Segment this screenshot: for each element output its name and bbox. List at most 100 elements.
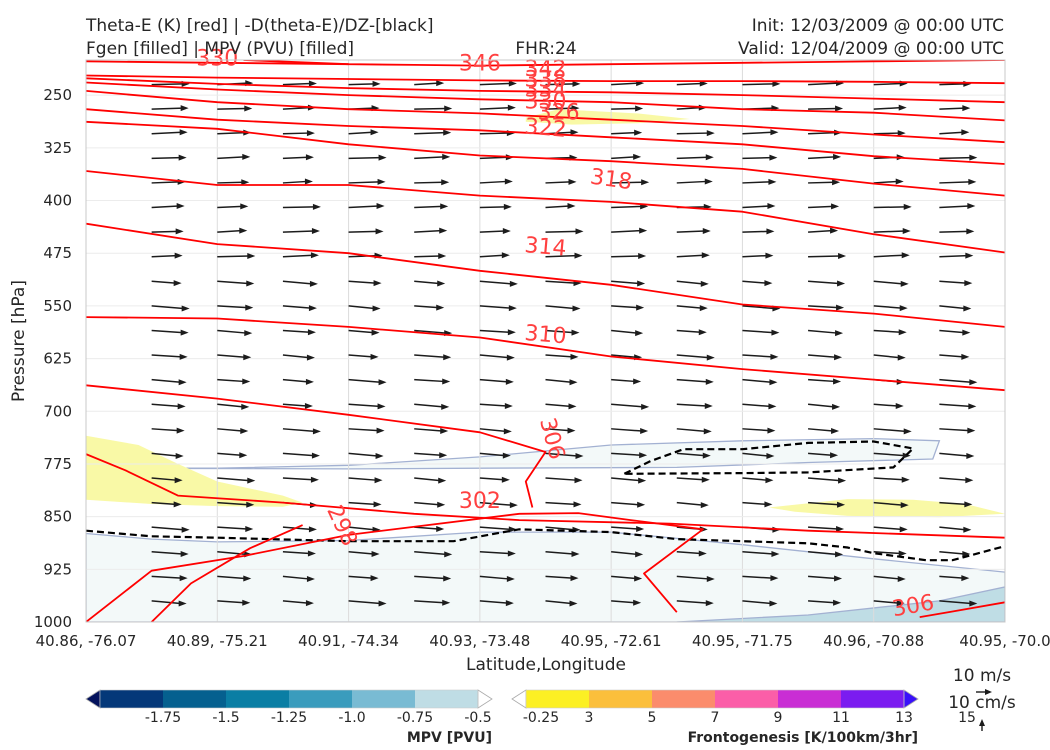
wind-vector-head: [239, 452, 248, 459]
x-tick-label: 40.86, -76.07: [36, 632, 137, 650]
wind-vector-head: [574, 477, 583, 484]
wind-vector: [808, 600, 836, 604]
wind-vector: [873, 329, 901, 334]
init-time: Init: 12/03/2009 @ 00:00 UTC: [752, 16, 1004, 36]
wind-vector-head: [772, 80, 781, 87]
frontogenesis-filled-region: [768, 499, 1005, 518]
theta-e-contour-label: 302: [459, 489, 501, 514]
wind-vector-head: [173, 280, 182, 287]
wind-vector: [873, 551, 901, 555]
wind-vector: [611, 600, 636, 604]
wind-vector-head: [506, 354, 515, 361]
wind-vector-head: [311, 228, 320, 235]
colorbar-tick-label: -0.5: [464, 710, 491, 726]
wind-vector-head: [640, 428, 649, 435]
wind-vector-head: [831, 203, 840, 210]
dtheta-dz-contour: [623, 440, 916, 475]
wind-vector: [873, 280, 903, 285]
wind-vector-head: [310, 252, 319, 259]
wind-vector-head: [179, 129, 188, 136]
wind-vector: [348, 600, 381, 605]
wind-vector-head: [832, 403, 841, 410]
wind-vector: [611, 255, 641, 258]
wind-vector-head: [370, 353, 379, 360]
wind-vector: [808, 575, 837, 580]
wind-vector-head: [569, 379, 578, 386]
colorbar-tick-label: -0.25: [523, 710, 559, 726]
wind-vector: [873, 575, 900, 580]
wind-vector-head: [832, 179, 841, 186]
wind-vector: [742, 501, 767, 506]
wind-vector: [873, 132, 900, 135]
wind-vector-head: [508, 305, 517, 312]
y-tick-label: 475: [43, 244, 72, 262]
wind-vector-head: [969, 154, 978, 161]
y-tick-label: 775: [43, 455, 72, 473]
wind-vector: [348, 501, 376, 506]
axes-layer: 40.86, -76.07 40.89, -75.21 40.91, -74.34 4…: [34, 86, 1050, 650]
wind-vector: [808, 205, 834, 209]
wind-vector: [545, 452, 578, 457]
wind-vector-head: [699, 305, 708, 312]
wind-vector-head: [509, 502, 518, 509]
wind-vector-head: [569, 600, 578, 607]
wind-vector: [939, 354, 964, 358]
wind-vector: [479, 526, 511, 531]
wind-vector-head: [962, 550, 971, 557]
wind-vector: [217, 205, 243, 209]
wind-vector: [939, 181, 971, 184]
wind-vector: [939, 477, 968, 481]
wind-vector-head: [768, 178, 777, 185]
wind-vector-head: [635, 105, 644, 112]
wind-vector: [479, 106, 510, 110]
wind-vector: [808, 526, 839, 530]
theta-e-label-group: 330: [196, 47, 238, 72]
colorbar-swatch: [289, 690, 353, 708]
wind-vector: [217, 107, 247, 110]
wind-vector: [217, 575, 246, 580]
wind-vector: [414, 428, 443, 432]
wind-vector: [676, 280, 703, 285]
frontogenesis-colorbar: 3 5 7 9 11 13 15: [511, 689, 976, 726]
colorbar-swatch: [415, 690, 479, 708]
wind-vector-head: [241, 179, 250, 186]
colorbar-swatch: [100, 690, 164, 708]
wind-vector: [151, 354, 182, 358]
wind-vector-head: [836, 525, 845, 532]
wind-vector: [545, 378, 572, 383]
wind-vector-head: [963, 526, 972, 533]
wind-vector-head: [242, 153, 251, 160]
wind-vector-head: [895, 178, 904, 185]
wind-vector: [414, 181, 444, 184]
theta-e-label-group: 314: [523, 233, 567, 262]
colorbar-tick-label: -1.5: [212, 710, 239, 726]
wind-vector: [939, 600, 972, 605]
wind-vector-head: [961, 353, 970, 360]
wind-vector-head: [636, 304, 645, 311]
wind-vector-head: [304, 178, 313, 185]
wind-vector-head: [770, 129, 779, 136]
wind-vector: [151, 181, 180, 184]
colorbar-tick-label: -0.75: [397, 710, 433, 726]
wind-vector: [611, 305, 639, 309]
wind-vector: [479, 428, 506, 433]
wind-vector-head: [968, 178, 977, 185]
wind-vector: [611, 551, 638, 556]
wind-vector: [808, 354, 837, 358]
wind-vector-head: [575, 453, 584, 459]
colorbar-swatch: [352, 690, 416, 708]
wind-vector-head: [308, 80, 317, 87]
theta-e-contour: [86, 81, 1005, 122]
wind-vector: [611, 428, 643, 432]
wind-vector-head: [637, 280, 646, 287]
wind-vector: [414, 526, 439, 530]
wind-vector: [742, 575, 773, 579]
wind-vector-head: [305, 154, 314, 161]
wind-vector-head: [177, 403, 186, 410]
colorbar-tick-label: 5: [648, 710, 657, 726]
wind-vector: [742, 205, 770, 209]
filled-contours-layer: [86, 109, 1005, 622]
wind-vector: [742, 181, 771, 184]
wind-vector-head: [834, 354, 843, 361]
